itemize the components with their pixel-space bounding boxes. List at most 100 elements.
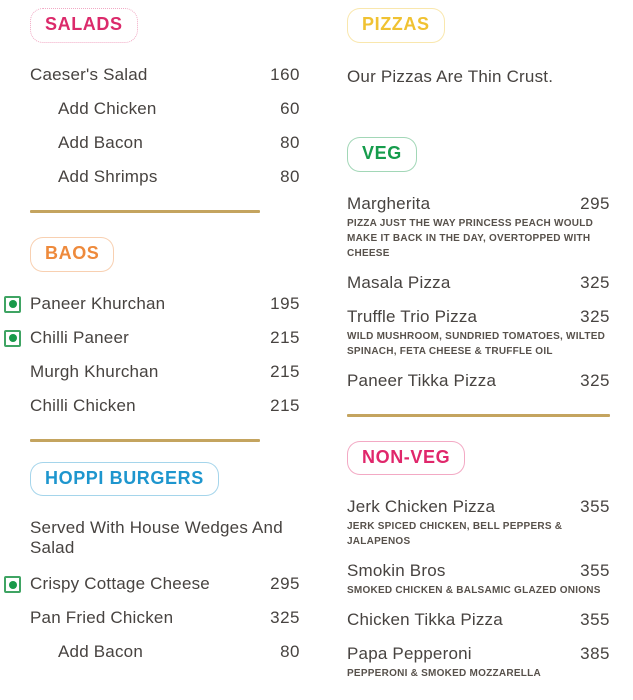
- item-price: 215: [270, 327, 300, 347]
- item-name: Pan Fried Chicken: [30, 608, 174, 628]
- menu-section-salads: SALADS Caeser's Salad 160 Add Chicken 60…: [30, 0, 300, 213]
- item-price: 160: [270, 64, 300, 84]
- item-name: Crispy Cottage Cheese: [30, 574, 210, 594]
- item-price: 325: [580, 370, 610, 390]
- veg-indicator-icon: [4, 329, 21, 347]
- menu-item: Add Shrimps 80: [30, 166, 300, 187]
- item-price: 355: [580, 610, 610, 630]
- item-name: Chicken Tikka Pizza: [347, 610, 503, 630]
- menu-item-row: Murgh Khurchan 215: [30, 361, 300, 382]
- menu-item: Chicken Tikka Pizza 355: [347, 609, 610, 630]
- menu-item-row: Truffle Trio Pizza 325: [347, 306, 610, 327]
- item-price: 355: [580, 561, 610, 581]
- section-badge-salads: SALADS: [30, 8, 138, 43]
- menu-item-row: Add Shrimps 80: [30, 166, 300, 187]
- section-badge-label: HOPPI BURGERS: [45, 467, 204, 488]
- menu-item-row: Masala Pizza 325: [347, 272, 610, 293]
- item-price: 195: [270, 293, 300, 313]
- section-badge-label: NON-VEG: [362, 446, 451, 467]
- section-items: Crispy Cottage Cheese 295 Pan Fried Chic…: [4, 573, 300, 662]
- menu-item: Margherita 295 PIZZA JUST THE WAY PRINCE…: [347, 193, 610, 261]
- menu-item-row: Add Bacon 80: [30, 132, 300, 153]
- menu-section-baos: BAOS Paneer Khurchan 195 Chilli Paneer 2…: [4, 213, 300, 442]
- section-badge-label: PIZZAS: [362, 14, 430, 34]
- item-name: Masala Pizza: [347, 272, 451, 292]
- veg-dot: [8, 300, 17, 309]
- menu-item-row: Smokin Bros 355: [347, 560, 610, 581]
- item-price: 295: [270, 574, 300, 594]
- section-badge-baos: BAOS: [30, 236, 115, 272]
- section-divider: [30, 438, 260, 442]
- section-badge-veg: VEG: [347, 136, 417, 172]
- item-price: 80: [280, 132, 300, 152]
- menu-item: Chilli Paneer 215: [4, 327, 300, 348]
- item-price: 295: [580, 193, 610, 213]
- item-description: JERK SPICED CHICKEN, BELL PEPPERS & JALA…: [347, 521, 563, 548]
- menu-item-row: Pan Fried Chicken 325: [30, 607, 300, 628]
- section-divider: [347, 413, 610, 417]
- section-badge-nonveg: NON-VEG: [347, 440, 466, 476]
- item-price: 80: [280, 642, 300, 662]
- item-name: Add Chicken: [58, 98, 157, 118]
- menu-item-row: Crispy Cottage Cheese 295: [4, 573, 300, 594]
- section-badge-label: SALADS: [45, 14, 123, 34]
- veg-dot: [8, 334, 17, 343]
- menu-section-pizzas: PIZZAS Our Pizzas Are Thin Crust.: [347, 0, 610, 87]
- item-name: Papa Pepperoni: [347, 644, 472, 664]
- menu-section-nonveg: NON-VEG Jerk Chicken Pizza 355 JERK SPIC…: [347, 417, 610, 682]
- menu-item: Crispy Cottage Cheese 295: [4, 573, 300, 594]
- menu-item-row: Chilli Paneer 215: [4, 327, 300, 348]
- section-badge-pizzas: PIZZAS: [347, 8, 445, 43]
- menu-item: Smokin Bros 355 SMOKED CHICKEN & BALSAMI…: [347, 560, 610, 598]
- menu-column-right: PIZZAS Our Pizzas Are Thin Crust. VEG Ma…: [347, 0, 633, 700]
- section-items: Paneer Khurchan 195 Chilli Paneer 215 Mu…: [4, 293, 300, 416]
- menu-item: Add Bacon 80: [30, 641, 300, 662]
- item-description: PEPPERONI & SMOKED MOZZARELLA: [347, 668, 541, 680]
- section-note: Served With House Wedges And Salad: [30, 518, 283, 558]
- menu-item-row: Papa Pepperoni 385: [347, 643, 610, 664]
- veg-dot: [8, 580, 17, 589]
- item-name: Caeser's Salad: [30, 64, 148, 84]
- item-name: Murgh Khurchan: [30, 361, 159, 381]
- menu-item-row: Add Chicken 60: [30, 98, 300, 119]
- veg-indicator-icon: [4, 295, 21, 313]
- item-name: Paneer Khurchan: [30, 293, 166, 313]
- menu-item: Add Bacon 80: [30, 132, 300, 153]
- item-price: 215: [270, 395, 300, 415]
- menu-item: Paneer Khurchan 195: [4, 293, 300, 314]
- menu-item-row: Add Bacon 80: [30, 641, 300, 662]
- section-items: Caeser's Salad 160 Add Chicken 60 Add Ba…: [30, 64, 300, 187]
- menu-item: Masala Pizza 325: [347, 272, 610, 293]
- menu-item-row: Paneer Khurchan 195: [4, 293, 300, 314]
- menu-item: Chilli Chicken 215: [30, 395, 300, 416]
- menu-item: Truffle Trio Pizza 325 WILD MUSHROOM, SU…: [347, 306, 610, 359]
- item-price: 80: [280, 166, 300, 186]
- menu-item-row: Caeser's Salad 160: [30, 64, 300, 85]
- menu-item: Add Chicken 60: [30, 98, 300, 119]
- item-name: Chilli Chicken: [30, 395, 136, 415]
- menu-item: Murgh Khurchan 215: [30, 361, 300, 382]
- menu-item: Paneer Tikka Pizza 325: [347, 370, 610, 391]
- section-note: Our Pizzas Are Thin Crust.: [347, 66, 554, 86]
- section-divider: [30, 209, 260, 213]
- item-price: 215: [270, 361, 300, 381]
- item-name: Jerk Chicken Pizza: [347, 497, 496, 517]
- item-name: Add Bacon: [58, 132, 143, 152]
- menu-column-left: SALADS Caeser's Salad 160 Add Chicken 60…: [4, 0, 300, 663]
- menu-item: Jerk Chicken Pizza 355 JERK SPICED CHICK…: [347, 496, 610, 549]
- item-name: Add Shrimps: [58, 166, 158, 186]
- item-price: 355: [580, 497, 610, 517]
- menu-item: Caeser's Salad 160: [30, 64, 300, 85]
- menu-item-row: Paneer Tikka Pizza 325: [347, 370, 610, 391]
- menu-section-hoppi: HOPPI BURGERS Served With House Wedges A…: [4, 442, 300, 663]
- menu-item-row: Chicken Tikka Pizza 355: [347, 609, 610, 630]
- item-price: 385: [580, 644, 610, 664]
- menu-item-row: Chilli Chicken 215: [30, 395, 300, 416]
- item-price: 325: [580, 306, 610, 326]
- section-items: Margherita 295 PIZZA JUST THE WAY PRINCE…: [347, 193, 610, 391]
- veg-indicator-icon: [4, 576, 21, 594]
- item-name: Smokin Bros: [347, 561, 446, 581]
- item-price: 325: [580, 272, 610, 292]
- section-items: Jerk Chicken Pizza 355 JERK SPICED CHICK…: [347, 496, 610, 681]
